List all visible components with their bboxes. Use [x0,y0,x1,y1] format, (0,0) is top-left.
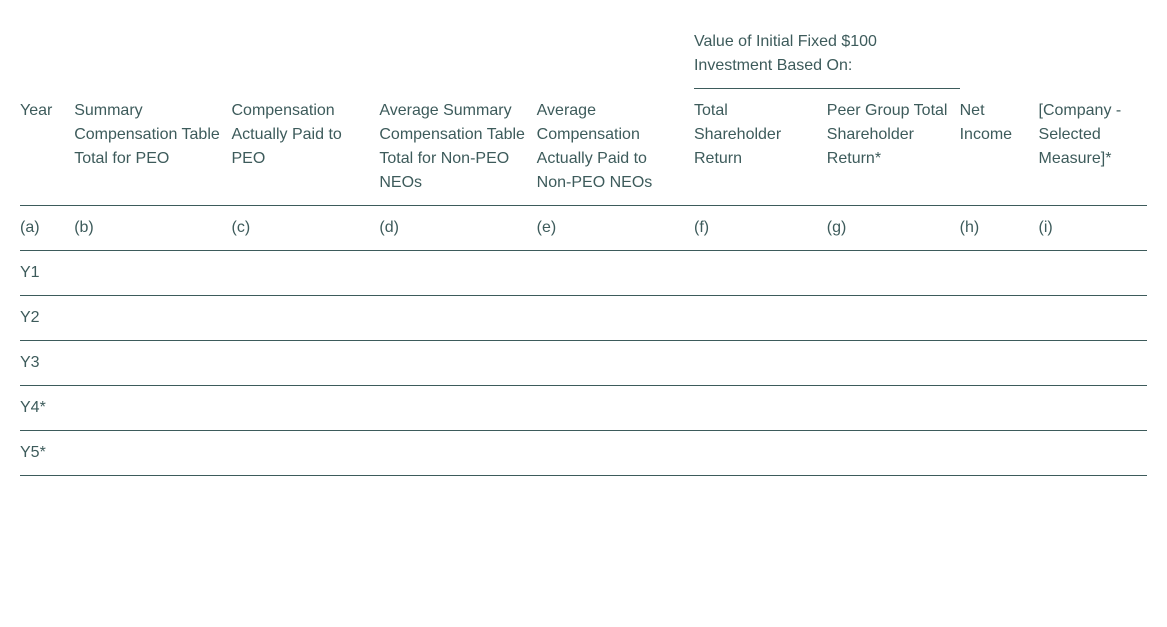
cell-i [1039,340,1147,385]
table-row: Y4* [20,385,1147,430]
cell-c [232,340,380,385]
cell-f [694,250,827,295]
cell-h [960,430,1039,475]
cell-b [74,250,231,295]
cell-b [74,430,231,475]
cell-h [960,295,1039,340]
cell-g [827,295,960,340]
cell-h [960,340,1039,385]
col-header-d: Average Summary Compensation Table Total… [379,89,536,206]
col-letter-g: (g) [827,205,960,250]
cell-e [537,385,694,430]
table-row: Y1 [20,250,1147,295]
col-letter-e: (e) [537,205,694,250]
cell-g [827,340,960,385]
col-letter-a: (a) [20,205,74,250]
cell-e [537,250,694,295]
header-row: Year Summary Compensation Table Total fo… [20,89,1147,206]
col-header-c: Compensation Actually Paid to PEO [232,89,380,206]
col-letter-b: (b) [74,205,231,250]
col-header-h: Net Income [960,89,1039,206]
col-header-g: Peer Group Total Shareholder Return* [827,89,960,206]
cell-i [1039,295,1147,340]
table-row: Y3 [20,340,1147,385]
cell-h [960,250,1039,295]
spanner-empty [74,20,231,89]
cell-year: Y5* [20,430,74,475]
cell-i [1039,430,1147,475]
spanner-empty [232,20,380,89]
col-header-year: Year [20,89,74,206]
spanner-empty [1039,20,1147,89]
cell-i [1039,385,1147,430]
col-letter-d: (d) [379,205,536,250]
col-letter-f: (f) [694,205,827,250]
col-header-i: [Company - Selected Measure]* [1039,89,1147,206]
spanner-empty [20,20,74,89]
cell-d [379,250,536,295]
cell-year: Y2 [20,295,74,340]
col-letter-c: (c) [232,205,380,250]
cell-g [827,430,960,475]
spanner-empty [379,20,536,89]
cell-g [827,385,960,430]
spanner-row: Value of Initial Fixed $100 Investment B… [20,20,1147,89]
cell-year: Y3 [20,340,74,385]
cell-c [232,295,380,340]
cell-f [694,430,827,475]
cell-c [232,385,380,430]
cell-e [537,295,694,340]
table-row: Y2 [20,295,1147,340]
cell-d [379,340,536,385]
col-header-b: Summary Compensation Table Total for PEO [74,89,231,206]
table-row: Y5* [20,430,1147,475]
cell-e [537,430,694,475]
cell-year: Y1 [20,250,74,295]
cell-f [694,385,827,430]
cell-d [379,430,536,475]
cell-c [232,250,380,295]
cell-b [74,385,231,430]
cell-b [74,295,231,340]
spanner-label: Value of Initial Fixed $100 Investment B… [694,20,960,89]
cell-i [1039,250,1147,295]
pay-versus-performance-table: Value of Initial Fixed $100 Investment B… [20,20,1147,476]
cell-c [232,430,380,475]
cell-h [960,385,1039,430]
col-letter-i: (i) [1039,205,1147,250]
cell-f [694,340,827,385]
cell-year: Y4* [20,385,74,430]
cell-d [379,385,536,430]
cell-g [827,250,960,295]
col-header-f: Total Shareholder Return [694,89,827,206]
spanner-empty [960,20,1039,89]
cell-e [537,340,694,385]
letter-row: (a) (b) (c) (d) (e) (f) (g) (h) (i) [20,205,1147,250]
cell-d [379,295,536,340]
col-letter-h: (h) [960,205,1039,250]
col-header-e: Average Compensation Actually Paid to No… [537,89,694,206]
spanner-empty [537,20,694,89]
cell-f [694,295,827,340]
cell-b [74,340,231,385]
